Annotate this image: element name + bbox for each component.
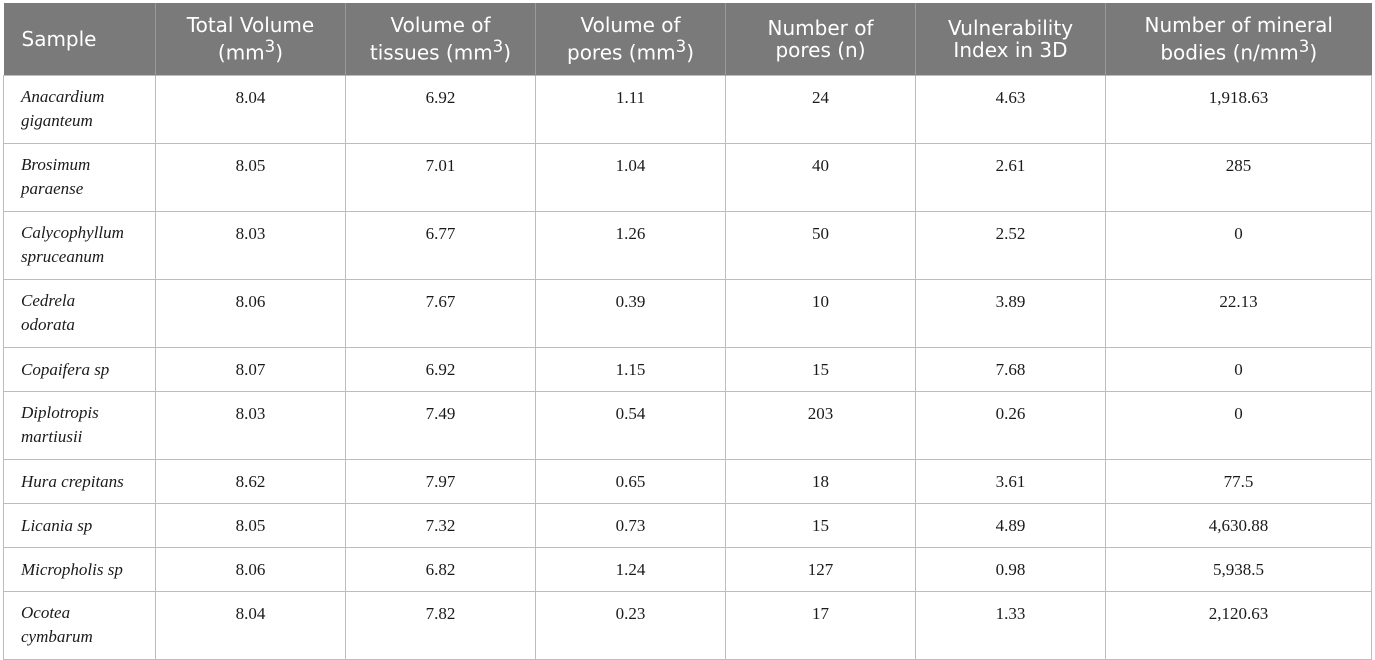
volume-pores-cell: 1.26 [535, 210, 726, 280]
table-row: Diplotropis martiusii 8.03 7.49 0.54 203 … [3, 390, 1372, 460]
vulnerability-index-cell: 4.63 [915, 74, 1106, 144]
total-volume-cell: 8.05 [155, 502, 346, 548]
vulnerability-index-cell: 7.68 [915, 346, 1106, 392]
vulnerability-index-cell: 0.98 [915, 546, 1106, 592]
total-volume-cell: 8.06 [155, 546, 346, 592]
mineral-bodies-cell: 5,938.5 [1105, 546, 1372, 592]
volume-tissues-cell: 7.97 [345, 458, 536, 504]
volume-tissues-cell: 7.01 [345, 142, 536, 212]
total-volume-cell: 8.04 [155, 590, 346, 660]
mineral-bodies-cell: 4,630.88 [1105, 502, 1372, 548]
vulnerability-index-cell: 4.89 [915, 502, 1106, 548]
vulnerability-index-cell: 1.33 [915, 590, 1106, 660]
table-row: Licania sp 8.05 7.32 0.73 15 4.89 4,630.… [3, 502, 1372, 548]
header-total-volume: Total Volume (mm3) [155, 3, 346, 75]
sample-cell: Cedrela odorata [3, 278, 156, 348]
volume-pores-cell: 1.15 [535, 346, 726, 392]
volume-tissues-cell: 7.82 [345, 590, 536, 660]
sample-cell: Licania sp [3, 502, 156, 548]
total-volume-cell: 8.04 [155, 74, 346, 144]
number-pores-cell: 127 [725, 546, 916, 592]
number-pores-cell: 17 [725, 590, 916, 660]
volume-pores-cell: 0.39 [535, 278, 726, 348]
table-row: Calycophyllum spruceanum 8.03 6.77 1.26 5… [3, 210, 1372, 280]
volume-tissues-cell: 6.92 [345, 346, 536, 392]
volume-tissues-cell: 6.82 [345, 546, 536, 592]
volume-tissues-cell: 7.49 [345, 390, 536, 460]
total-volume-cell: 8.03 [155, 390, 346, 460]
number-pores-cell: 203 [725, 390, 916, 460]
data-table: Sample Total Volume (mm3) Volume of tissue… [3, 3, 1372, 660]
number-pores-cell: 18 [725, 458, 916, 504]
mineral-bodies-cell: 1,918.63 [1105, 74, 1372, 144]
mineral-bodies-cell: 22.13 [1105, 278, 1372, 348]
header-sample: Sample [3, 3, 156, 75]
sample-cell: Micropholis sp [3, 546, 156, 592]
vulnerability-index-cell: 2.61 [915, 142, 1106, 212]
mineral-bodies-cell: 0 [1105, 346, 1372, 392]
sample-cell: Copaifera sp [3, 346, 156, 392]
mineral-bodies-cell: 2,120.63 [1105, 590, 1372, 660]
header-number-pores: Number of pores (n) [725, 3, 916, 75]
volume-pores-cell: 0.65 [535, 458, 726, 504]
total-volume-cell: 8.05 [155, 142, 346, 212]
mineral-bodies-cell: 0 [1105, 390, 1372, 460]
sample-cell: Hura crepitans [3, 458, 156, 504]
total-volume-cell: 8.07 [155, 346, 346, 392]
volume-pores-cell: 0.54 [535, 390, 726, 460]
sample-cell: Anacardium giganteum [3, 74, 156, 144]
mineral-bodies-cell: 285 [1105, 142, 1372, 212]
vulnerability-index-cell: 3.89 [915, 278, 1106, 348]
vulnerability-index-cell: 3.61 [915, 458, 1106, 504]
sample-cell: Ocotea cymbarum [3, 590, 156, 660]
mineral-bodies-cell: 77.5 [1105, 458, 1372, 504]
table-row: Brosimum paraense 8.05 7.01 1.04 40 2.61 … [3, 142, 1372, 212]
volume-pores-cell: 1.11 [535, 74, 726, 144]
table-row: Anacardium giganteum 8.04 6.92 1.11 24 4.… [3, 74, 1372, 144]
data-table-container: Sample Total Volume (mm3) Volume of tissue… [3, 3, 1372, 660]
table-row: Ocotea cymbarum 8.04 7.82 0.23 17 1.33 2,… [3, 590, 1372, 660]
vulnerability-index-cell: 0.26 [915, 390, 1106, 460]
vulnerability-index-cell: 2.52 [915, 210, 1106, 280]
table-row: Micropholis sp 8.06 6.82 1.24 127 0.98 5… [3, 546, 1372, 592]
number-pores-cell: 15 [725, 502, 916, 548]
mineral-bodies-cell: 0 [1105, 210, 1372, 280]
volume-tissues-cell: 7.32 [345, 502, 536, 548]
volume-tissues-cell: 6.77 [345, 210, 536, 280]
total-volume-cell: 8.03 [155, 210, 346, 280]
number-pores-cell: 10 [725, 278, 916, 348]
table-header-row: Sample Total Volume (mm3) Volume of tissue… [3, 3, 1372, 75]
header-volume-pores: Volume of pores (mm3) [535, 3, 726, 75]
header-vulnerability-index: Vulnerability Index in 3D [915, 3, 1106, 75]
table-row: Cedrela odorata 8.06 7.67 0.39 10 3.89 22… [3, 278, 1372, 348]
number-pores-cell: 24 [725, 74, 916, 144]
sample-cell: Calycophyllum spruceanum [3, 210, 156, 280]
volume-pores-cell: 0.73 [535, 502, 726, 548]
volume-pores-cell: 1.04 [535, 142, 726, 212]
table-row: Hura crepitans 8.62 7.97 0.65 18 3.61 77… [3, 458, 1372, 504]
number-pores-cell: 15 [725, 346, 916, 392]
header-mineral-bodies: Number of mineral bodies (n/mm3) [1105, 3, 1372, 75]
number-pores-cell: 40 [725, 142, 916, 212]
volume-pores-cell: 0.23 [535, 590, 726, 660]
number-pores-cell: 50 [725, 210, 916, 280]
header-volume-tissues: Volume of tissues (mm3) [345, 3, 536, 75]
sample-cell: Brosimum paraense [3, 142, 156, 212]
sample-cell: Diplotropis martiusii [3, 390, 156, 460]
table-row: Copaifera sp 8.07 6.92 1.15 15 7.68 0 [3, 346, 1372, 392]
total-volume-cell: 8.06 [155, 278, 346, 348]
volume-tissues-cell: 7.67 [345, 278, 536, 348]
volume-pores-cell: 1.24 [535, 546, 726, 592]
volume-tissues-cell: 6.92 [345, 74, 536, 144]
total-volume-cell: 8.62 [155, 458, 346, 504]
